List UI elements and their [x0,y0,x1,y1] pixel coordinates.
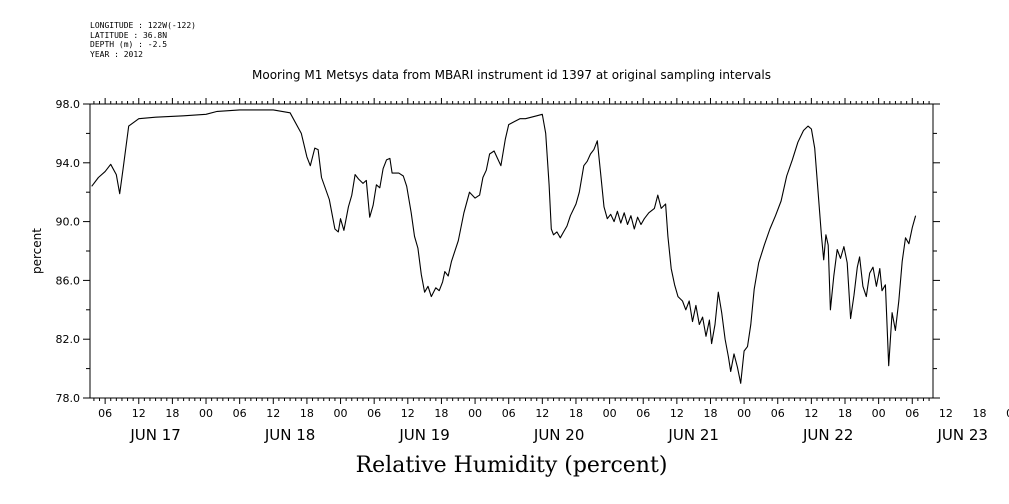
x-tick-label: 18 [165,407,179,420]
depth-text: DEPTH (m) : -2.5 [90,40,168,49]
x-tick-label: 18 [569,407,583,420]
x-tick-label: 12 [939,407,953,420]
x-tick-label: 06 [636,407,650,420]
x-tick-label: 18 [838,407,852,420]
x-axis-label: Relative Humidity (percent) [355,453,668,478]
x-tick-label: 06 [98,407,112,420]
x-tick-label: 00 [334,407,348,420]
x-tick-label: 18 [300,407,314,420]
chart-title: Mooring M1 Metsys data from MBARI instru… [252,68,771,82]
x-tick-label: 06 [367,407,381,420]
x-day-label: JUN 20 [533,426,584,444]
x-tick-label: 12 [266,407,280,420]
y-tick-label: 82.0 [56,333,81,346]
x-tick-label: 18 [973,407,987,420]
x-tick-label: 12 [804,407,818,420]
location-metadata: LONGITUDE : 122W(-122) LATITUDE : 36.8N … [90,21,196,59]
x-day-label: JUN 23 [936,426,987,444]
x-tick-label: 06 [771,407,785,420]
plot-frame [89,103,934,399]
x-tick-label: 18 [434,407,448,420]
y-tick-label: 98.0 [56,98,81,111]
x-tick-label: 00 [468,407,482,420]
series-line [91,109,917,384]
latitude-text: LATITUDE : 36.8N [90,30,168,40]
x-tick-label: 06 [905,407,919,420]
x-tick-label: 12 [535,407,549,420]
x-tick-label: 06 [502,407,516,420]
x-day-label: JUN 22 [802,426,853,444]
x-day-label: JUN 18 [264,426,315,444]
y-tick-label: 78.0 [56,392,81,405]
x-tick-label: 12 [401,407,415,420]
x-tick-label: 12 [132,407,146,420]
x-tick-label: 18 [703,407,717,420]
x-tick-label: 00 [603,407,617,420]
x-tick-label: 00 [1006,407,1009,420]
x-day-label: JUN 17 [129,426,180,444]
y-tick-label: 90.0 [56,216,81,229]
x-day-label: JUN 21 [667,426,718,444]
year-text: YEAR : 2012 [90,49,143,59]
y-tick-label: 94.0 [56,157,81,170]
longitude-text: LONGITUDE : 122W(-122) [90,21,196,30]
x-tick-label: 00 [199,407,213,420]
y-tick-label: 86.0 [56,274,81,287]
x-tick-label: 00 [737,407,751,420]
x-day-label: JUN 19 [398,426,449,444]
x-tick-label: 00 [872,407,886,420]
x-tick-label: 06 [233,407,247,420]
x-tick-label: 12 [670,407,684,420]
